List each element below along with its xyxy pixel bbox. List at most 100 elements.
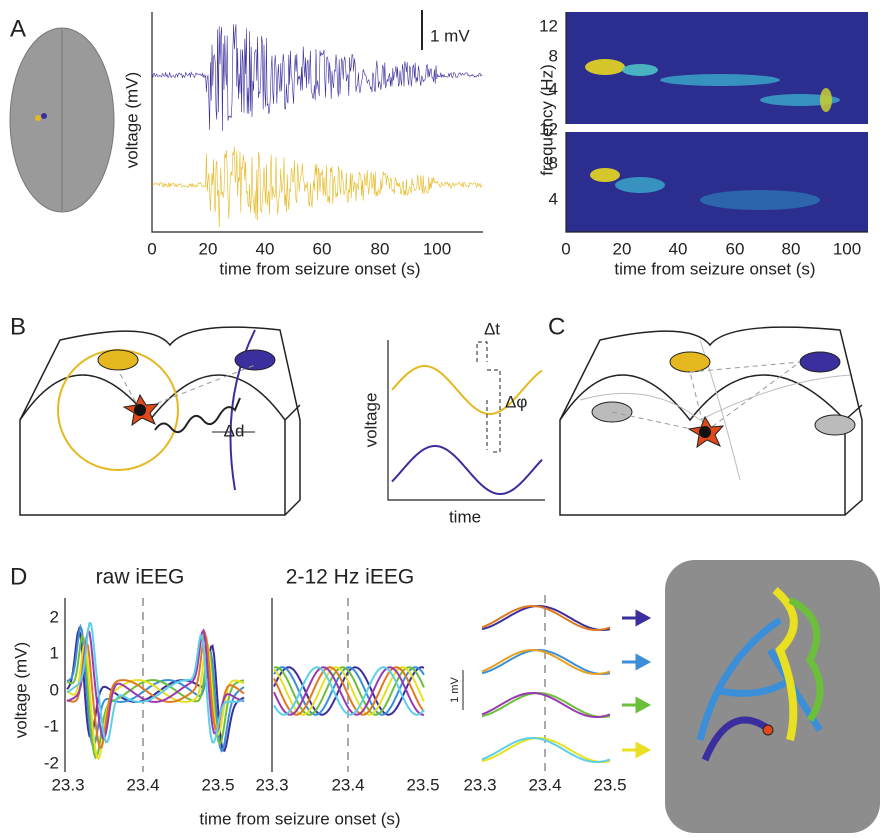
sine [391, 365, 543, 416]
x-axis-label: time from seizure onset (s) [614, 259, 815, 278]
x-tick-label: 80 [782, 239, 801, 258]
path [611, 361, 801, 433]
spectrogram [566, 132, 868, 232]
axes [565, 12, 868, 233]
y-axis-label: voltage (mV) [122, 72, 141, 168]
trace [151, 146, 483, 228]
arrow [622, 653, 652, 671]
spectral-power [700, 190, 820, 210]
trace [66, 621, 245, 744]
y-axis-label: voltage [361, 393, 380, 448]
x-tick-label: 40 [256, 239, 275, 258]
trace [66, 628, 245, 740]
electrode [35, 115, 41, 121]
trace [481, 649, 611, 675]
y-tick-label: 1 [50, 643, 59, 662]
x-tick-label: 23.4 [126, 775, 159, 794]
spectral-power [622, 64, 658, 76]
x-tick-label: 23.4 [331, 775, 364, 794]
trace [481, 605, 611, 631]
seizure-source [762, 724, 774, 736]
x-axis-label: time [449, 507, 481, 526]
x-tick-label: 20 [199, 239, 218, 258]
y-tick-label: 12 [539, 119, 558, 138]
x-axis-label: time from seizure onset (s) [199, 809, 400, 828]
trace [481, 605, 611, 631]
x-tick-label: 40 [669, 239, 688, 258]
trajectory [701, 716, 773, 762]
trajectory [696, 617, 823, 741]
x-tick-label: 0 [147, 239, 156, 258]
trace [273, 666, 425, 716]
arrow [622, 741, 652, 759]
plot-title: 2-12 Hz iEEG [286, 566, 414, 589]
scale-bar-label: 1 mV [449, 677, 461, 703]
time-lag-label: Δt [484, 319, 500, 338]
trace [481, 649, 611, 675]
electrode [591, 401, 633, 423]
electrode [669, 351, 711, 373]
y-tick-label: 0 [50, 680, 59, 699]
axes [151, 12, 483, 233]
trace [66, 625, 245, 752]
x-tick-label: 80 [371, 239, 390, 258]
x-axis-label: time from seizure onset (s) [219, 259, 420, 278]
trace [481, 737, 611, 763]
brain-render [665, 560, 880, 833]
x-tick-label: 0 [561, 239, 570, 258]
trace [273, 666, 424, 716]
trace [273, 666, 425, 716]
path [117, 364, 256, 411]
y-tick-label: 12 [539, 16, 558, 35]
x-tick-label: 23.5 [406, 775, 439, 794]
x-tick-label: 100 [833, 239, 861, 258]
x-tick-label: 60 [313, 239, 332, 258]
trace [151, 24, 483, 132]
y-tick-label: 4 [549, 189, 558, 208]
trajectory [788, 596, 824, 722]
x-tick-label: 23.3 [463, 775, 496, 794]
arrow [622, 696, 652, 714]
distance-label: Δd [224, 421, 245, 440]
axes [387, 340, 545, 501]
x-tick-label: 23.5 [201, 775, 234, 794]
y-axis-label: frequency (Hz) [537, 64, 556, 175]
y-tick-label: 4 [549, 79, 558, 98]
y-tick-label: -1 [44, 716, 59, 735]
seizure-source [134, 404, 146, 416]
scale-bar-label: 1 mV [430, 26, 470, 45]
trace [66, 639, 245, 761]
electrode [799, 351, 841, 373]
electrode [234, 349, 276, 371]
arrow [622, 609, 652, 627]
electrode [814, 414, 856, 436]
lag-markers [476, 341, 501, 453]
electrode [41, 113, 47, 119]
x-tick-label: 23.4 [528, 775, 561, 794]
cortex-diagram [19, 326, 301, 516]
y-axis-label: voltage (mV) [11, 642, 30, 738]
electrode [97, 349, 139, 371]
panel-label: D [10, 563, 27, 590]
x-tick-label: 23.3 [255, 775, 288, 794]
y-tick-label: -2 [44, 753, 59, 772]
spectral-power [820, 88, 832, 112]
panel-label: B [10, 313, 26, 340]
trace [481, 692, 611, 718]
panel-label: C [548, 313, 565, 340]
spectral-power [760, 94, 840, 106]
plot-title: raw iEEG [96, 566, 185, 589]
seizure-source [699, 426, 711, 438]
x-tick-label: 60 [726, 239, 745, 258]
spectral-power [615, 177, 665, 193]
sine [391, 445, 543, 496]
y-tick-label: 8 [549, 153, 558, 172]
spectral-power [590, 168, 620, 182]
sulcus [579, 339, 851, 481]
phase-lag-label: Δφ [505, 392, 527, 411]
y-tick-label: 2 [50, 607, 59, 626]
x-tick-label: 23.3 [51, 775, 84, 794]
radius [229, 329, 256, 491]
trajectory [772, 586, 798, 741]
